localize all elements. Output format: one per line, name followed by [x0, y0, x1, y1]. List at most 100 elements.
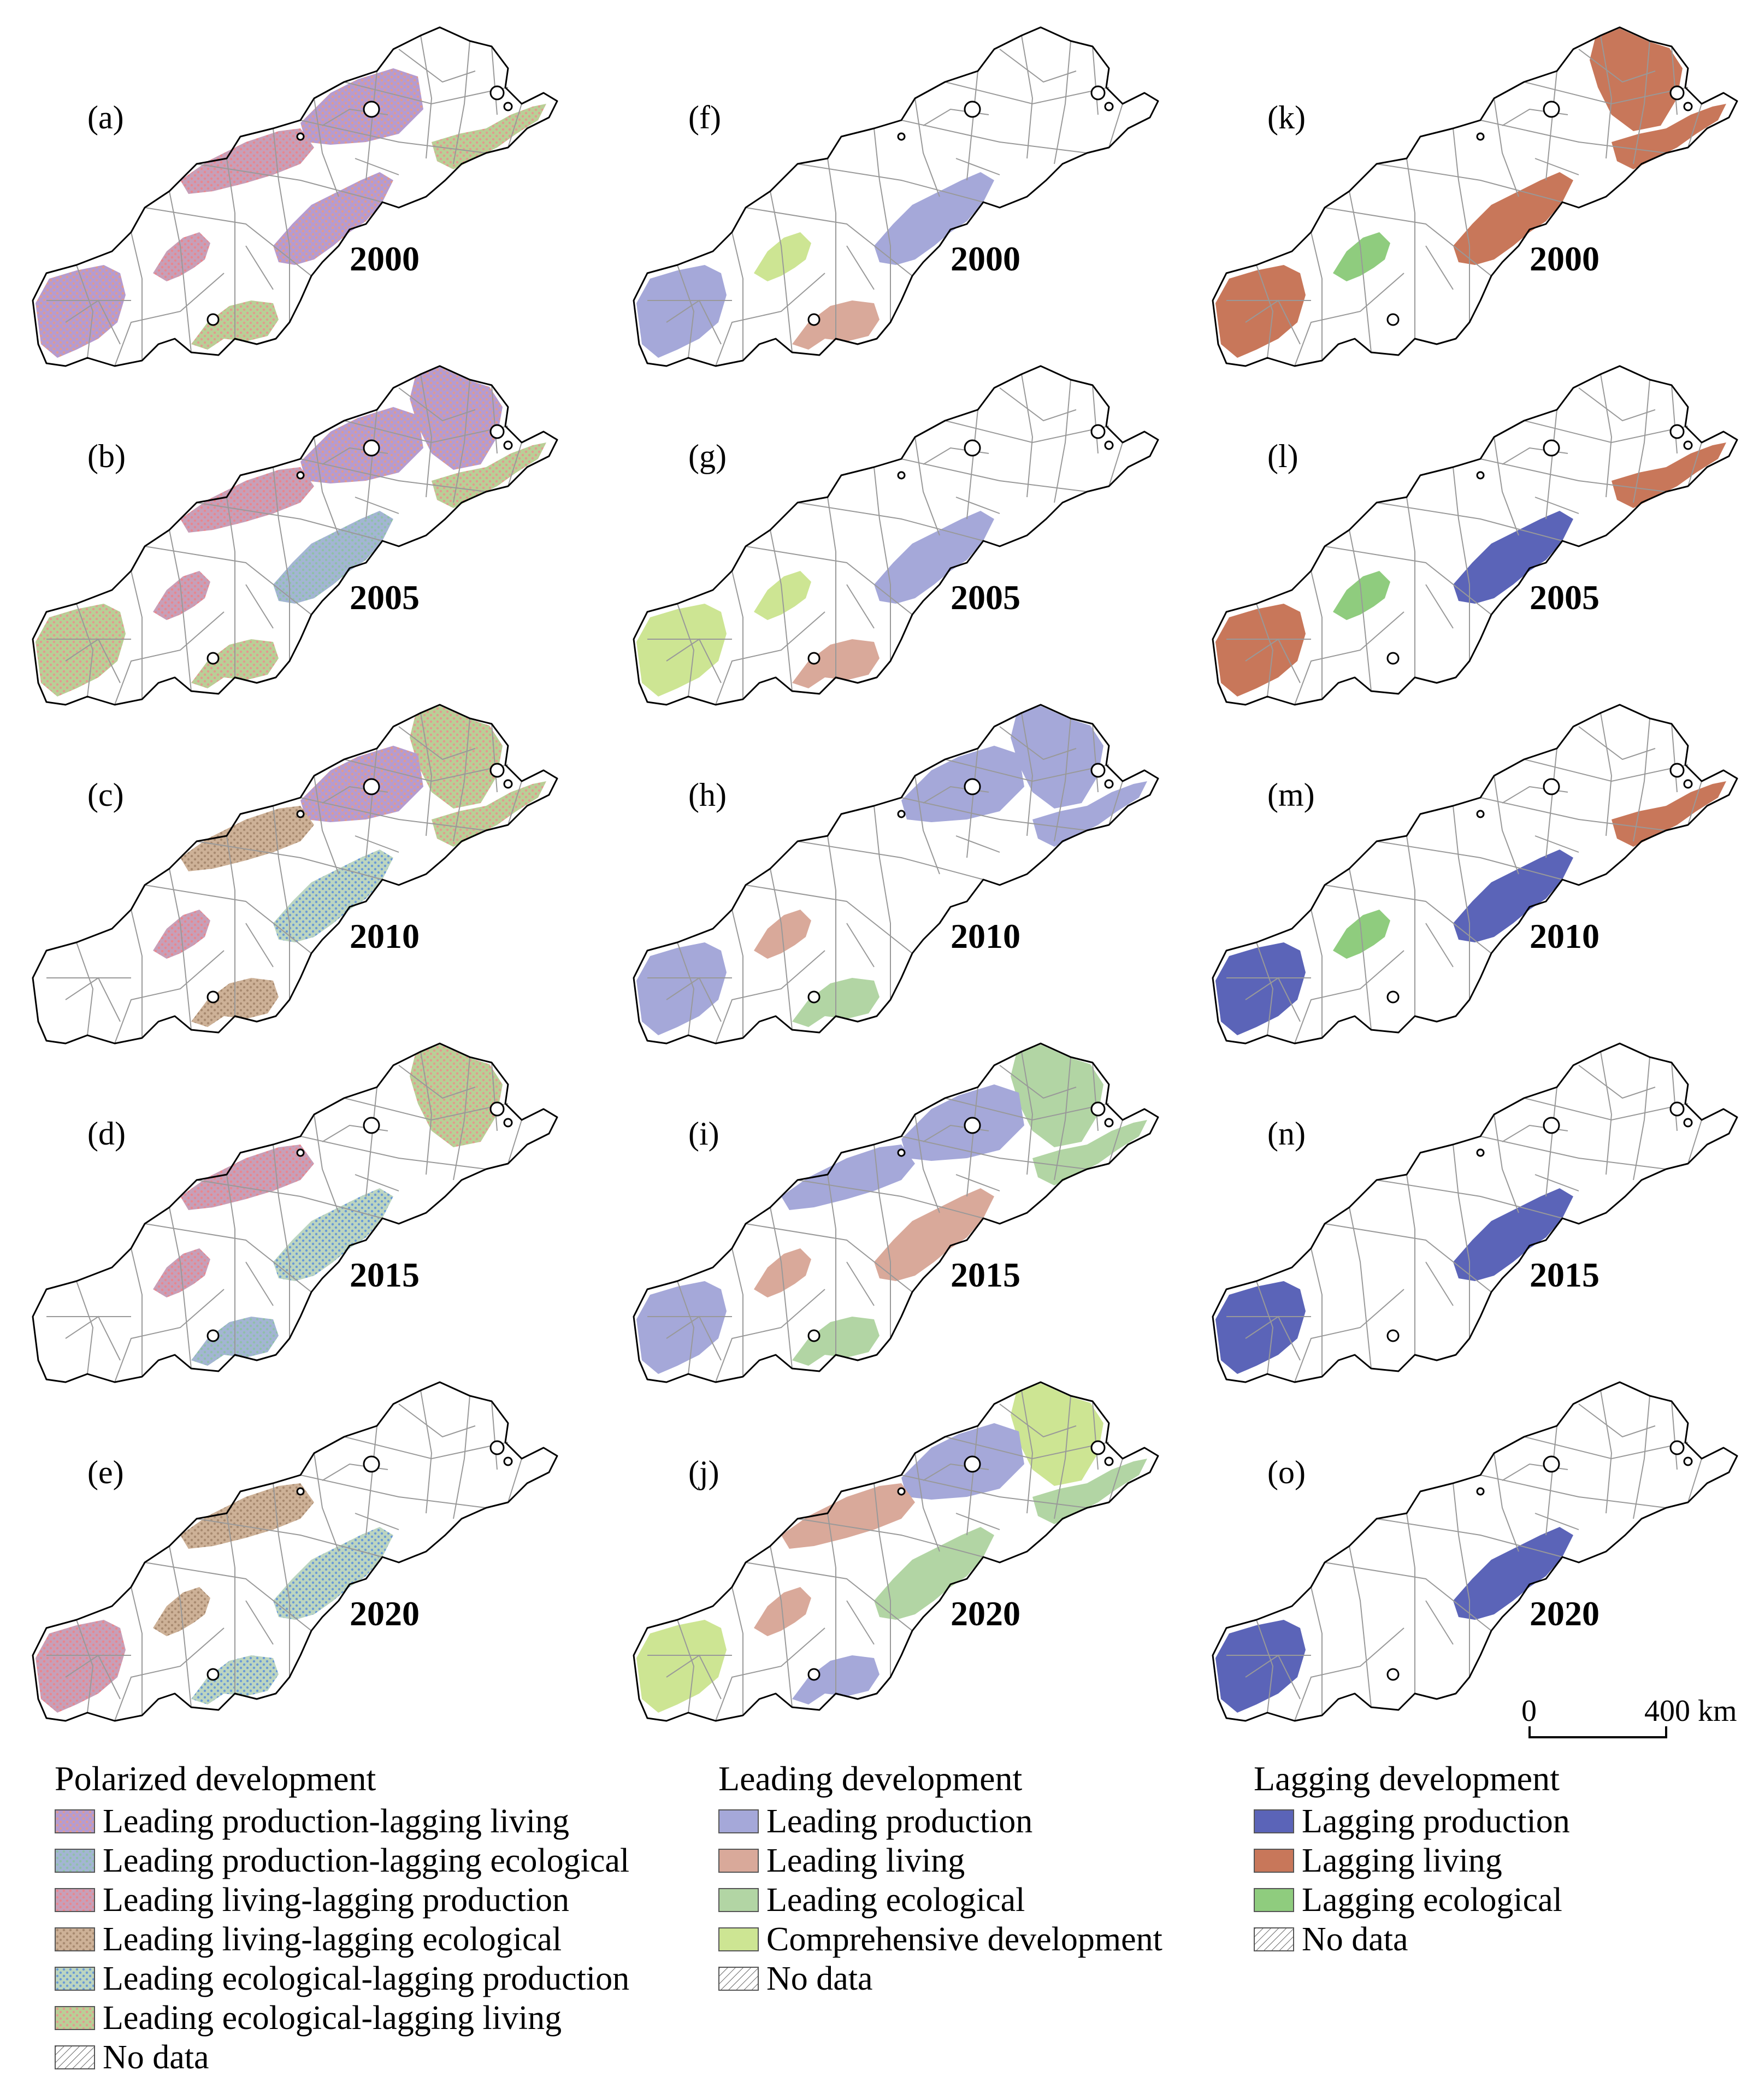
legend-leading: Leading development Leading production Le…: [718, 1759, 1162, 1998]
panel-year: 2020: [951, 1594, 1020, 1633]
legend-lagging: Lagging development Lagging production La…: [1254, 1759, 1570, 1959]
county-border: [169, 1207, 192, 1369]
legend-label: Leading production: [766, 1803, 1033, 1840]
county-border: [65, 1654, 121, 1700]
panel-label: (i): [688, 1116, 719, 1152]
county-border: [344, 1098, 509, 1121]
county-border: [169, 1545, 192, 1708]
county-border: [770, 1207, 793, 1369]
county-border: [1453, 128, 1470, 322]
legend-swatch: [55, 1849, 95, 1873]
panel-year: 2005: [951, 578, 1020, 617]
county-border: [677, 1281, 695, 1375]
county-border: [955, 1174, 1000, 1191]
legend-swatch: [1254, 1888, 1294, 1912]
county-border: [491, 385, 498, 454]
enclave: [489, 763, 505, 778]
map-panel-h: (h) 2010: [633, 704, 1159, 1045]
county-border: [666, 977, 722, 1022]
county-border: [1311, 909, 1323, 1038]
county-border: [131, 232, 143, 361]
legend-label: No data: [1302, 1921, 1408, 1958]
county-border: [1311, 570, 1323, 699]
county-border: [1021, 1390, 1034, 1514]
county-border: [1021, 374, 1034, 498]
county-border: [65, 977, 121, 1022]
region-pol-ep: [273, 1527, 393, 1620]
county-border: [1671, 385, 1678, 454]
county-border: [846, 1261, 875, 1306]
legend-swatch: [55, 2006, 95, 2030]
county-border: [1480, 1474, 1667, 1508]
county-border: [1256, 264, 1274, 358]
county-border: [945, 759, 1109, 782]
study-area-outline: [1212, 1042, 1738, 1383]
county-border: [131, 570, 143, 699]
county-border: [144, 884, 312, 954]
study-area-outline: [32, 365, 558, 706]
county-border: [731, 1586, 743, 1715]
county-border: [677, 942, 695, 1036]
panel-year: 2015: [951, 1255, 1020, 1294]
enclave: [1669, 763, 1685, 778]
region-lead-prod: [636, 1281, 727, 1374]
county-border: [1480, 797, 1667, 831]
enclave: [1386, 1668, 1400, 1681]
region-lead-liv: [874, 1188, 994, 1281]
county-border: [1349, 191, 1372, 353]
region-lag-prod: [1453, 1188, 1573, 1281]
region-lead-eco: [1032, 1459, 1147, 1524]
county-border: [827, 497, 836, 677]
county-border: [999, 49, 1077, 83]
panel-year: 2005: [1530, 578, 1599, 617]
enclave: [807, 1668, 821, 1681]
region-lag-prod: [1215, 942, 1306, 1035]
county-border: [355, 1174, 399, 1191]
county-border: [507, 1458, 522, 1503]
county-border: [1406, 158, 1415, 339]
study-area-background: [33, 27, 557, 366]
county-border: [1376, 841, 1563, 880]
legend-item-pol-lp: Leading living-lagging production: [55, 1880, 629, 1920]
county-border: [745, 546, 913, 615]
region-pol-pl: [300, 746, 423, 822]
county-border: [226, 835, 235, 1016]
county-border: [131, 1248, 143, 1377]
study-area-background: [33, 1043, 557, 1382]
county-border: [398, 1065, 476, 1099]
region-lead-eco: [1032, 1120, 1147, 1185]
county-border: [1256, 1619, 1274, 1713]
county-border: [731, 232, 743, 361]
county-border: [901, 458, 1088, 492]
map-panel-i: (i) 2015: [633, 1042, 1159, 1383]
scale-bar: 0 400 km: [1521, 1694, 1737, 1738]
legend-label: Lagging production: [1302, 1803, 1570, 1840]
county-border: [1294, 611, 1404, 705]
county-border: [300, 1474, 487, 1508]
region-pol-lp: [180, 1145, 314, 1210]
county-border: [1453, 1144, 1470, 1338]
panel-year: 2020: [350, 1594, 420, 1633]
county-border: [114, 1627, 225, 1721]
county-border: [666, 299, 722, 345]
county-border: [827, 1513, 836, 1694]
county-border: [1245, 1654, 1301, 1700]
study-area-background: [1213, 705, 1737, 1043]
region-lag-liv: [1215, 265, 1306, 358]
panel-label: (e): [87, 1454, 124, 1490]
region-pol-el: [36, 604, 126, 697]
enclave: [1104, 1118, 1114, 1128]
county-border: [196, 163, 383, 203]
county-border: [1054, 1395, 1071, 1519]
county-border: [245, 584, 274, 629]
county-border: [226, 497, 235, 677]
study-area-outline: [32, 704, 558, 1045]
legend-label: Leading production-lagging living: [103, 1803, 570, 1840]
enclave: [1669, 424, 1685, 439]
enclave: [1476, 132, 1485, 141]
county-border: [797, 1518, 984, 1558]
legend-label: Leading living-lagging production: [103, 1881, 570, 1919]
region-pol-lp: [180, 467, 314, 533]
county-border: [797, 1179, 984, 1219]
county-border: [420, 374, 433, 498]
